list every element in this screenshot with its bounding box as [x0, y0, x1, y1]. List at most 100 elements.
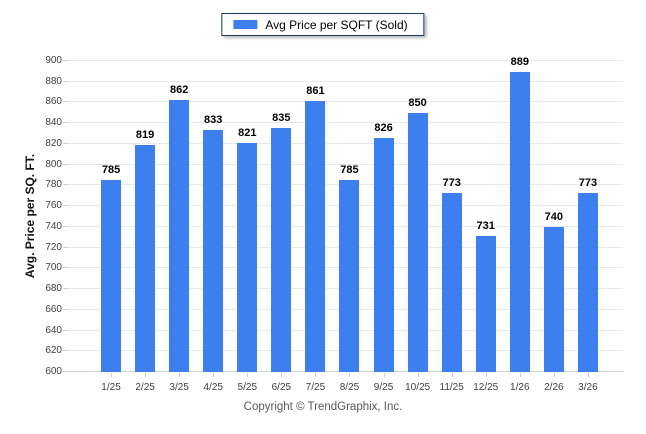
bar-column: 835 6/25	[264, 61, 298, 393]
y-tick	[63, 80, 68, 82]
x-tick	[587, 373, 589, 377]
bar-column: 740 2/26	[537, 61, 571, 393]
x-tick-label: 5/25	[237, 382, 258, 393]
copyright-text: Copyright © TrendGraphix, Inc.	[243, 401, 403, 413]
bar-column: 819 2/25	[128, 61, 162, 393]
y-tick	[63, 205, 68, 207]
bar-value-label: 773	[578, 176, 598, 189]
y-tick	[63, 60, 68, 61]
bar-value-label: 785	[101, 164, 121, 177]
bar: 773	[577, 177, 598, 372]
bar: 835	[271, 112, 292, 372]
y-tick	[63, 308, 68, 310]
bar-value-label: 862	[169, 84, 189, 97]
gridline	[68, 80, 623, 82]
x-tick-label: 12/25	[473, 382, 499, 393]
x-tick-label: 11/25	[439, 382, 464, 393]
x-tick-label: 8/25	[339, 382, 360, 393]
x-tick-label: 1/25	[101, 382, 121, 393]
bar-value-label: 773	[442, 176, 461, 189]
y-tick-label: 840	[45, 117, 62, 129]
y-tick-label: 900	[45, 55, 62, 66]
x-tick-label: 6/25	[271, 382, 292, 393]
x-tick	[519, 373, 521, 377]
x-tick-label: 7/25	[305, 382, 326, 393]
bar: 773	[441, 177, 462, 372]
gridline	[68, 163, 623, 165]
bar-column: 773 11/25	[435, 61, 469, 393]
bar-column: 785 1/25	[94, 61, 128, 393]
bar: 889	[509, 56, 530, 372]
bar-column: 785 8/25	[332, 61, 366, 393]
bar: 862	[169, 84, 190, 372]
y-tick	[63, 122, 68, 124]
y-tick	[63, 371, 68, 372]
y-tick-label: 880	[45, 75, 62, 87]
bar: 821	[237, 127, 258, 372]
bar: 740	[543, 211, 564, 372]
bar-value-label: 819	[135, 128, 155, 141]
gridline	[68, 122, 623, 124]
x-tick	[451, 373, 453, 377]
bar: 785	[339, 164, 360, 372]
legend-swatch-icon	[233, 20, 258, 29]
y-tick-label: 780	[45, 179, 62, 191]
x-tick-label: 9/25	[373, 382, 394, 393]
x-tick	[281, 373, 283, 377]
bar-value-label: 850	[408, 96, 427, 109]
y-tick-label: 720	[45, 241, 62, 253]
x-tick	[383, 373, 385, 377]
y-tick-label: 640	[45, 324, 62, 336]
bar-column: 850 10/25	[401, 61, 435, 393]
bar-value-label: 740	[544, 210, 564, 223]
y-tick	[63, 163, 68, 165]
bar-value-label: 826	[374, 121, 393, 134]
bar-column: 833 4/25	[196, 61, 230, 393]
gridline	[68, 60, 623, 61]
bar-value-label: 731	[476, 220, 495, 233]
y-tick	[63, 225, 68, 227]
y-tick	[63, 350, 68, 352]
plot-area: 785 1/25 819 2/25 862 3/25 833 4/25 821 5/25 835 6/…	[63, 56, 623, 393]
x-tick	[247, 373, 249, 377]
y-tick-label: 660	[45, 303, 62, 315]
bar: 833	[203, 114, 224, 372]
x-tick	[111, 373, 113, 377]
x-tick-label: 4/25	[203, 382, 223, 393]
x-tick	[553, 373, 555, 377]
x-tick	[485, 373, 487, 377]
legend: Avg Price per SQFT (Sold)	[221, 13, 425, 36]
bar-value-label: 833	[204, 114, 223, 127]
y-tick-label: 860	[45, 96, 62, 108]
y-tick-label: 760	[45, 200, 62, 212]
y-tick	[63, 101, 68, 103]
y-tick-label: 680	[45, 283, 62, 295]
bar-column: 731 12/25	[469, 61, 503, 393]
gridline	[68, 101, 623, 103]
y-tick	[63, 288, 68, 290]
bar: 861	[305, 85, 326, 372]
bar-column: 862 3/25	[162, 61, 196, 393]
bar-column: 889 1/26	[503, 56, 537, 393]
bar: 785	[101, 164, 122, 372]
y-tick-label: 700	[45, 262, 62, 274]
y-tick	[63, 142, 68, 144]
y-tick-label: 600	[45, 366, 62, 377]
y-tick-label: 740	[45, 220, 62, 232]
x-tick	[417, 373, 419, 377]
bar-column: 821 5/25	[230, 61, 264, 393]
x-tick	[213, 373, 215, 377]
x-tick-label: 1/26	[510, 382, 530, 393]
x-tick	[315, 373, 317, 377]
bar: 731	[475, 220, 496, 372]
x-tick	[145, 373, 147, 377]
bar-value-label: 835	[272, 112, 291, 125]
bar-value-label: 861	[306, 85, 325, 98]
x-tick-label: 2/26	[544, 382, 564, 393]
y-tick	[63, 329, 68, 331]
x-tick-label: 3/25	[169, 382, 189, 393]
y-tick-label: 620	[45, 345, 62, 357]
y-tick-label: 820	[45, 137, 62, 149]
bar-value-label: 785	[340, 164, 359, 177]
